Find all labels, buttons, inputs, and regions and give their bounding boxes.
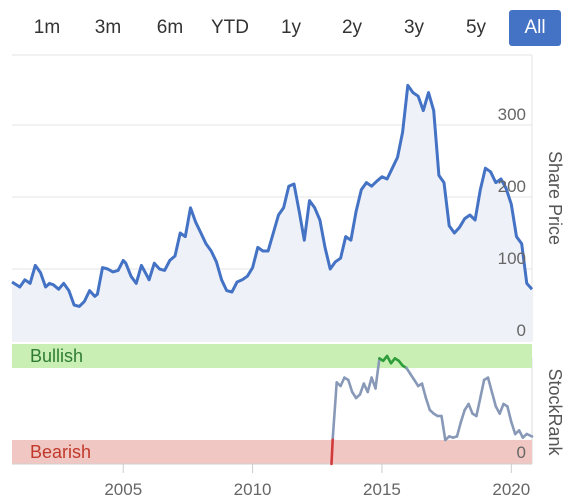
rank-segment [517, 429, 525, 439]
x-tick-2010: 2010 [234, 480, 272, 499]
range-button-ytd[interactable]: YTD [211, 17, 249, 38]
range-button-1y[interactable]: 1y [280, 17, 302, 38]
rank-segment [330, 436, 335, 466]
rank-segment [346, 378, 354, 394]
rank-segment [498, 402, 505, 415]
rank-y-tick-0: 0 [517, 443, 526, 462]
stockrank-panel: Bullish Bearish 0 StockRank [12, 344, 565, 466]
rank-segment [525, 432, 534, 438]
range-button-3m[interactable]: 3m [94, 17, 122, 38]
rank-segment [374, 357, 381, 390]
rank-segment [331, 381, 339, 439]
rank-segment [475, 396, 482, 418]
rank-segment [420, 382, 428, 400]
rank-segment [467, 402, 474, 415]
range-button-3y[interactable]: 3y [403, 17, 425, 38]
rank-y-axis-title: StockRank [545, 368, 565, 456]
price-y-tick-200: 200 [498, 177, 526, 196]
price-y-axis-title: Share Price [545, 151, 565, 245]
price-area-fill [12, 85, 532, 342]
stockrank-series-line [330, 354, 534, 466]
rank-segment [440, 414, 447, 442]
rank-segment [478, 378, 486, 400]
rank-y-tick-labels: 0 [517, 443, 526, 462]
zone-bullish [12, 344, 532, 368]
rank-segment [358, 382, 366, 396]
range-button-6m[interactable]: 6m [156, 17, 184, 38]
x-axis: 2005 2010 2015 2020 [104, 464, 530, 499]
stockrank-zones: Bullish Bearish [12, 344, 533, 465]
range-button-all[interactable]: All [509, 10, 561, 46]
share-price-panel: 0 100 200 300 Share Price [11, 54, 565, 342]
price-y-tick-300: 300 [498, 105, 526, 124]
x-tick-2020: 2020 [492, 480, 530, 499]
range-button-1m[interactable]: 1m [33, 17, 61, 38]
rank-segment [455, 420, 463, 438]
x-tick-2015: 2015 [363, 480, 401, 499]
zone-label-bullish: Bullish [30, 346, 83, 366]
price-y-tick-labels: 0 100 200 300 [498, 105, 526, 340]
x-tick-2005: 2005 [104, 480, 142, 499]
price-y-tick-100: 100 [498, 249, 526, 268]
range-button-2y[interactable]: 2y [341, 17, 363, 38]
range-selector: 1m 3m 6m YTD 1y 2y 3y 5y All [0, 8, 579, 48]
rank-segment [459, 408, 467, 424]
rank-segment [339, 376, 346, 388]
zone-bearish [12, 440, 532, 464]
zone-label-bearish: Bearish [30, 442, 91, 462]
rank-segment [366, 376, 373, 394]
price-y-tick-0: 0 [517, 321, 526, 340]
rank-segment [424, 396, 432, 412]
price-series-line [11, 83, 534, 308]
rank-segment [486, 376, 494, 394]
range-button-5y[interactable]: 5y [465, 17, 487, 38]
rank-segment [506, 405, 513, 424]
rank-segment [509, 420, 517, 436]
rank-segment [490, 390, 498, 408]
